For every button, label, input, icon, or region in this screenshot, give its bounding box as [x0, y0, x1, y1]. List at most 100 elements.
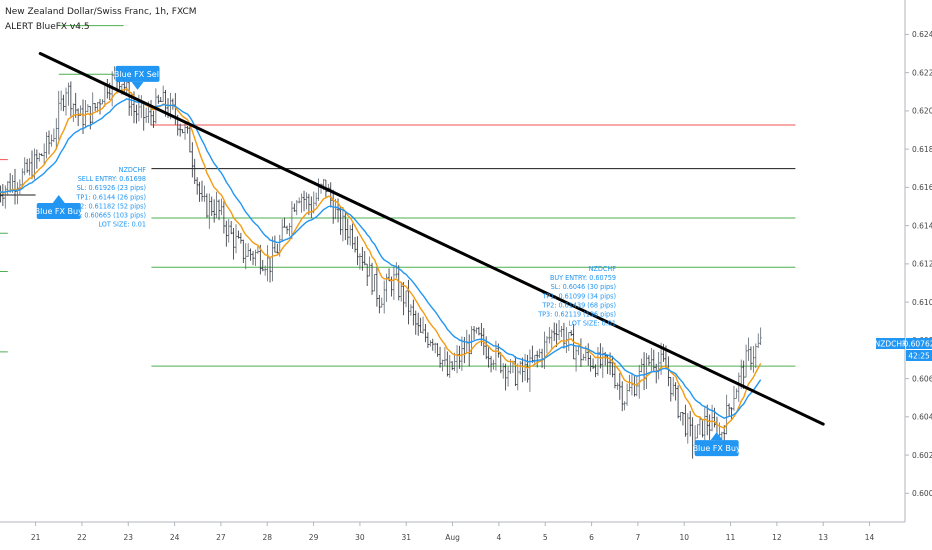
candle [574, 346, 578, 372]
candle [52, 128, 56, 143]
candle [747, 337, 750, 361]
candle [635, 376, 638, 397]
candle [205, 193, 209, 218]
candle [436, 343, 439, 357]
candle [237, 230, 240, 239]
candle [23, 157, 26, 176]
candle [669, 377, 672, 402]
candle [732, 385, 736, 411]
candle [438, 346, 442, 368]
candle [380, 297, 383, 308]
price-tick-label: 0.61800 [912, 145, 932, 154]
candle [234, 224, 238, 254]
candle [676, 385, 680, 419]
candle [402, 282, 405, 316]
price-tick-label: 0.60400 [912, 413, 932, 422]
candle [251, 251, 255, 266]
candle [13, 168, 17, 205]
candle [295, 200, 298, 216]
candle [407, 279, 410, 325]
candle [698, 416, 702, 435]
candle [441, 359, 444, 372]
candle [144, 107, 148, 123]
signal-sell[interactable]: Blue FX Sell [114, 65, 161, 90]
candle [351, 223, 354, 249]
annotation-line: TP3: 0.60665 (103 pips) [67, 211, 146, 220]
candle [283, 217, 286, 228]
candle [397, 265, 400, 301]
candle [395, 262, 398, 278]
annotation-line: SL: 0.61926 (23 pips) [77, 183, 146, 192]
annotation-line: SELL ENTRY: 0.61698 [78, 174, 146, 183]
candle [149, 100, 153, 126]
candle [424, 324, 427, 343]
candle [587, 343, 590, 366]
candle [101, 99, 104, 105]
candle [74, 92, 77, 118]
candle [487, 346, 490, 368]
candle [215, 191, 218, 219]
candle [188, 122, 192, 153]
candle [708, 414, 711, 440]
candle [426, 332, 430, 348]
candle [98, 98, 102, 115]
candle [623, 401, 626, 411]
signal-buy[interactable]: Blue FX Buy [35, 195, 83, 220]
candle [433, 342, 437, 354]
candle [341, 206, 345, 242]
candle [191, 142, 194, 178]
candle [1, 183, 5, 207]
time-tick-label: 27 [216, 533, 226, 542]
candle [599, 343, 602, 369]
candle [674, 382, 677, 401]
price-tick-label: 0.61200 [912, 260, 932, 269]
symbol-badge: NZDCHF [875, 340, 907, 349]
candle [195, 177, 199, 195]
candle [266, 245, 269, 282]
candle [548, 327, 551, 344]
candle [553, 322, 556, 341]
time-tick-label: 23 [123, 533, 133, 542]
candle [589, 355, 592, 372]
candle [42, 143, 46, 165]
candle [84, 100, 87, 128]
candle [409, 304, 413, 316]
candle [40, 153, 43, 157]
signal-layer[interactable]: Blue FX Buy Blue FX Sell Blue FX Buy [35, 65, 741, 457]
candle [62, 94, 65, 112]
candle [472, 325, 476, 340]
candle [273, 235, 277, 253]
time-tick-label: 31 [401, 533, 411, 542]
candle [752, 346, 755, 373]
trendline[interactable] [38, 52, 825, 426]
time-tick-label: 7 [635, 533, 640, 542]
candle [404, 290, 408, 308]
candle [531, 345, 534, 363]
price-tick-label: 0.61600 [912, 183, 932, 192]
price-tick-label: 0.62400 [912, 30, 932, 39]
candle [232, 228, 235, 260]
candle [560, 326, 563, 337]
price-tick-label: 0.62200 [912, 68, 932, 77]
candle [59, 90, 63, 111]
signal-buy[interactable]: Blue FX Buy [693, 432, 741, 457]
time-axis[interactable]: 21 22 23 24 27 28 29 30 31 Aug 4 5 6 7 10 11 12 13 14 [31, 522, 875, 542]
annotation-line: LOT SIZE: 0.01 [98, 220, 146, 229]
candle [504, 363, 507, 391]
candle [720, 431, 724, 440]
candle [186, 125, 189, 134]
candle [562, 322, 566, 349]
candle [521, 357, 524, 383]
trendline-layer[interactable] [38, 52, 825, 426]
candle [696, 424, 699, 439]
candle [681, 412, 685, 426]
annotation-line: LOT SIZE: 0.01 [568, 319, 616, 328]
candle [57, 90, 60, 140]
candle [382, 280, 386, 314]
price-tick-label: 0.61400 [912, 221, 932, 230]
candle [157, 94, 160, 104]
candle [557, 320, 561, 341]
candle [545, 336, 549, 354]
